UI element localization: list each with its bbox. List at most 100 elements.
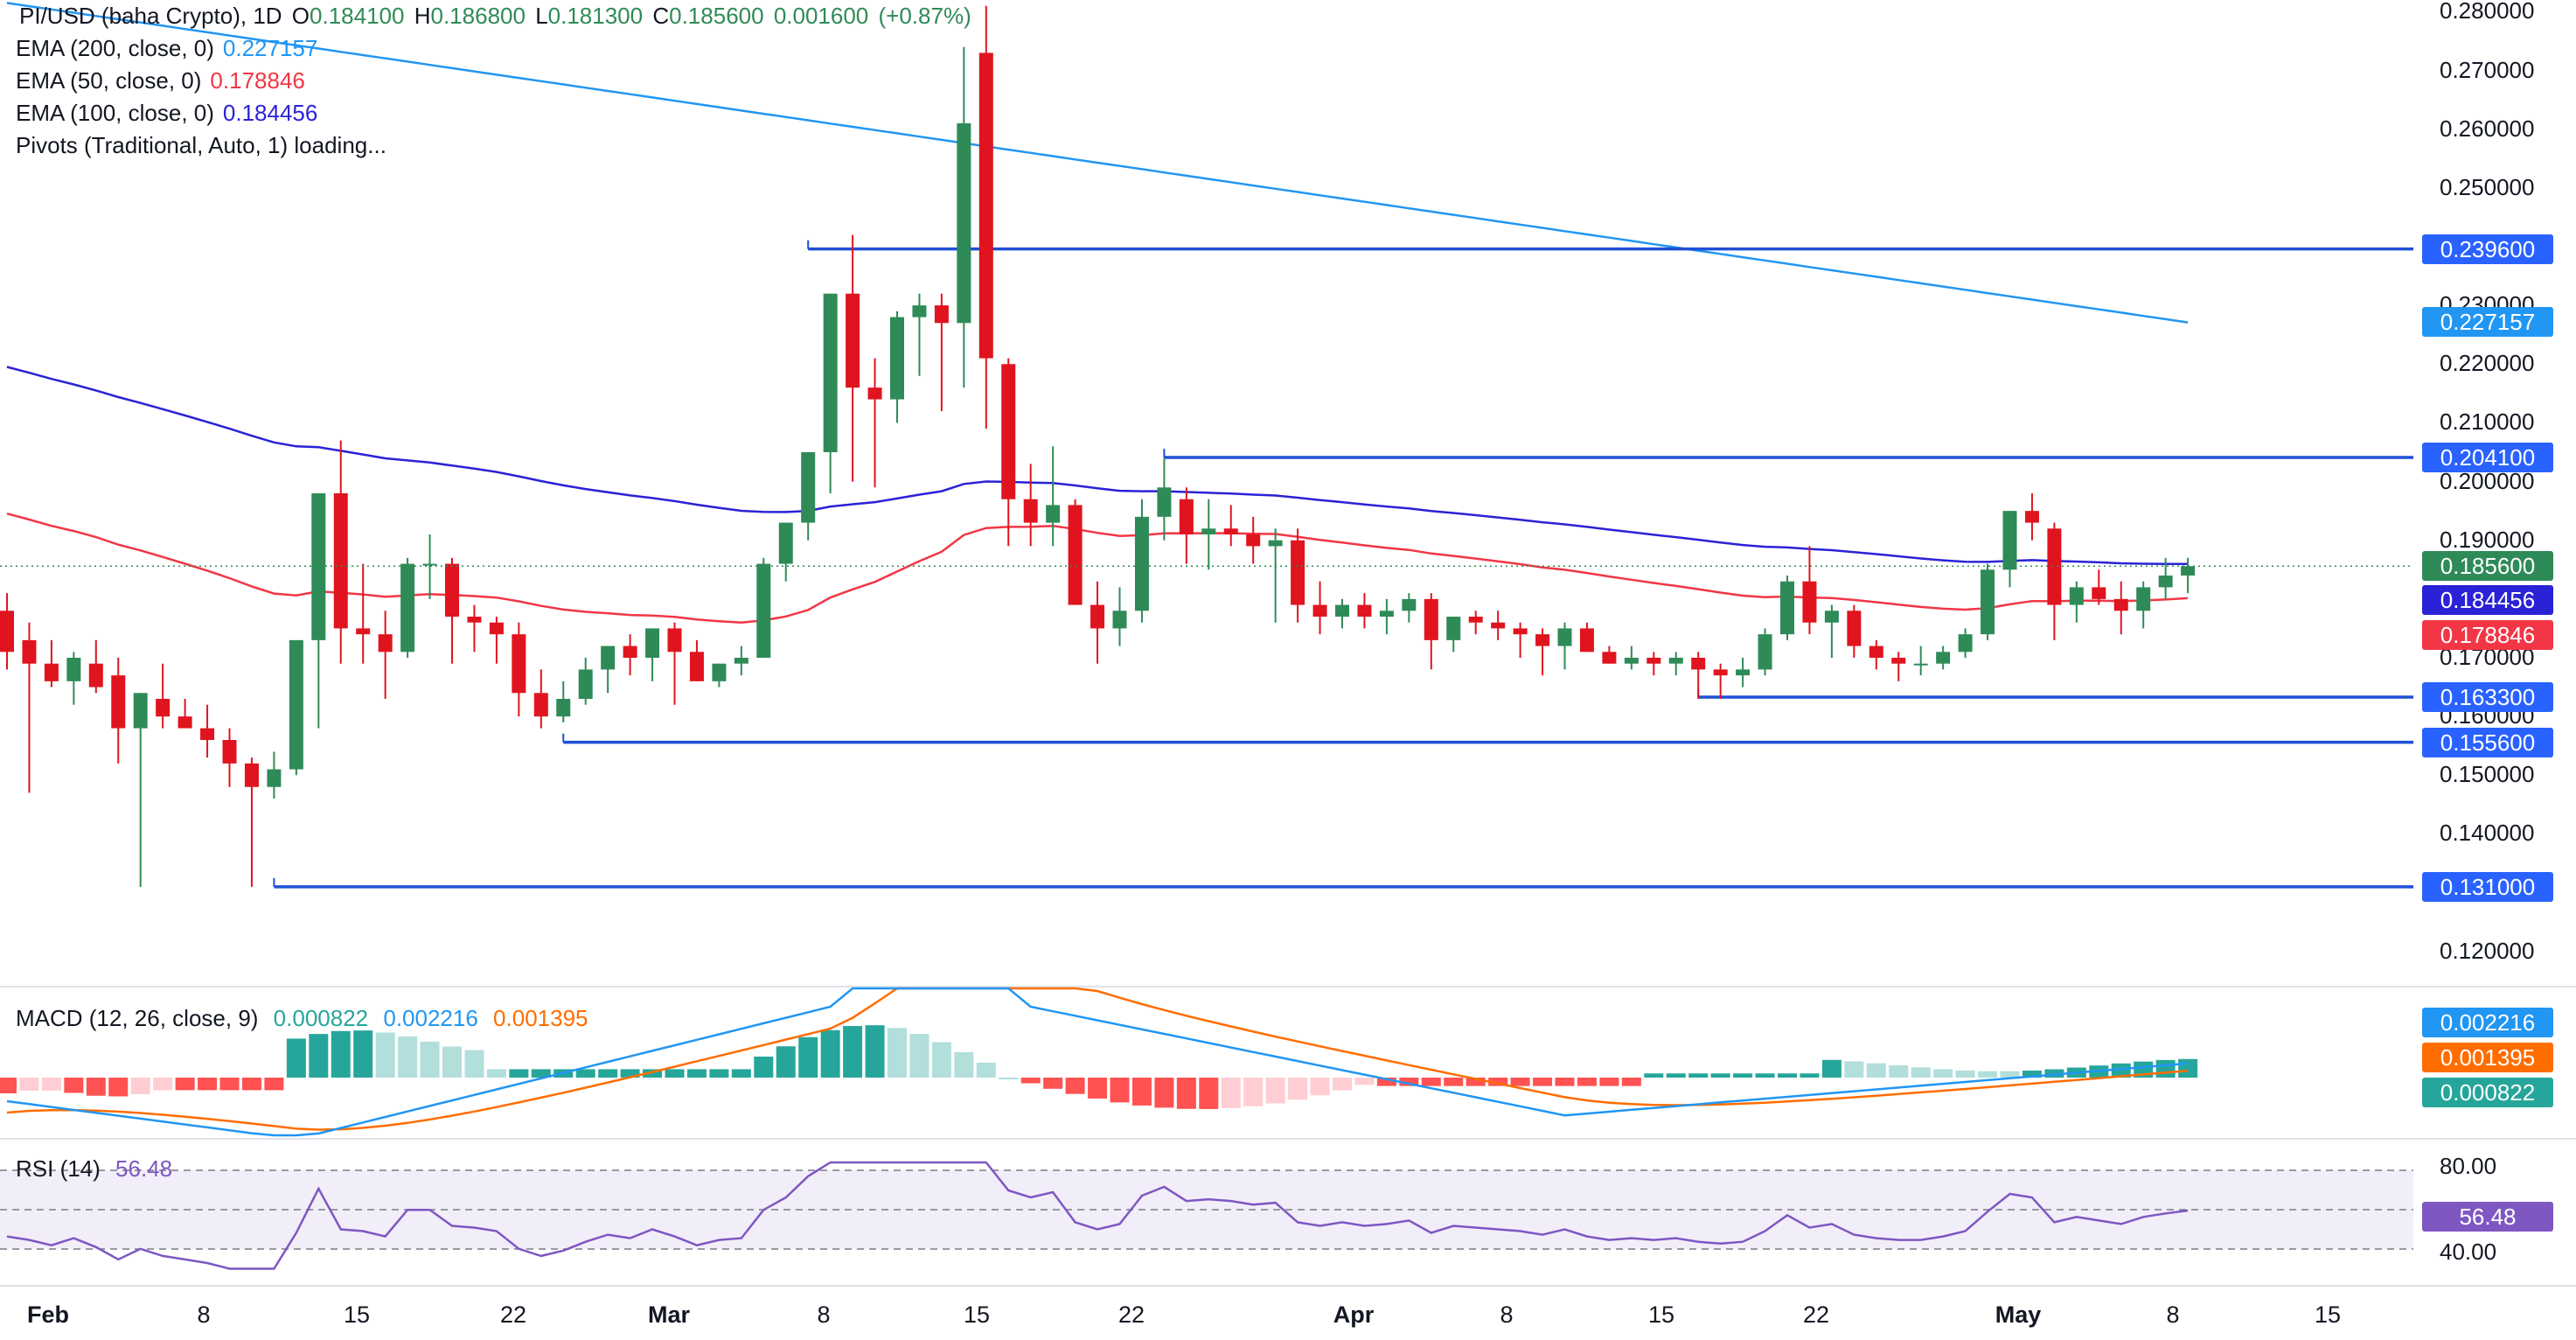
- candle-body: [1134, 516, 1149, 611]
- candle-body: [1424, 598, 1438, 640]
- macd-histogram-bar: [1154, 1078, 1174, 1108]
- candle-body: [22, 639, 37, 664]
- time-axis-label: Mar: [647, 1302, 691, 1328]
- macd-histogram-bar: [1778, 1073, 1797, 1078]
- macd-hist-value: 0.000822: [273, 1005, 369, 1031]
- macd-histogram-bar: [509, 1069, 529, 1078]
- price-axis-tick: 0.270000: [2440, 56, 2535, 83]
- price-axis-tick: 0.120000: [2440, 937, 2535, 964]
- pivots-legend[interactable]: Pivots (Traditional, Auto, 1) loading...: [16, 129, 386, 162]
- candle-body: [1001, 364, 1016, 499]
- candle-body: [2002, 511, 2017, 570]
- macd-histogram-bar: [1710, 1073, 1730, 1078]
- candle-body: [1201, 528, 1216, 534]
- candle-body: [1046, 505, 1061, 523]
- macd-legend[interactable]: MACD (12, 26, close, 9) 0.000822 0.00221…: [16, 1002, 588, 1035]
- candle-body: [1491, 622, 1506, 629]
- time-axis-label: Apr: [1333, 1302, 1375, 1328]
- candle-body: [1691, 658, 1706, 670]
- macd-histogram-bar: [2022, 1070, 2042, 1078]
- price-axis-tick: 0.260000: [2440, 115, 2535, 142]
- candle-body: [689, 652, 704, 681]
- time-axis-label: 15: [1647, 1302, 1675, 1328]
- candle-body: [200, 728, 215, 740]
- candle-body: [1291, 540, 1305, 605]
- ema100-legend[interactable]: EMA (100, close, 0) 0.184456: [16, 97, 317, 129]
- macd-histogram-bar: [1733, 1073, 1753, 1078]
- macd-histogram-bar: [843, 1026, 863, 1078]
- macd-histogram-bar: [2111, 1063, 2131, 1078]
- candle-body: [957, 123, 971, 324]
- candle-body: [512, 634, 526, 694]
- macd-histogram-bar: [1199, 1078, 1219, 1109]
- price-badge: 0.204100: [2422, 443, 2553, 473]
- candle-body: [289, 639, 303, 770]
- candle-body: [156, 699, 171, 717]
- candle-body: [2069, 587, 2084, 605]
- candle-body: [1268, 540, 1283, 547]
- macd-histogram-bar: [353, 1030, 373, 1078]
- candle-body: [445, 563, 459, 617]
- candle-body: [1913, 663, 1928, 666]
- macd-histogram-bar: [754, 1057, 774, 1078]
- macd-signal-line: [6, 987, 2189, 1131]
- macd-histogram-bar: [241, 1078, 261, 1091]
- ema200-label: EMA (200, close, 0): [16, 35, 214, 61]
- macd-histogram-bar: [888, 1028, 907, 1078]
- macd-histogram-bar: [999, 1078, 1019, 1079]
- macd-histogram-bar: [420, 1041, 440, 1078]
- candle-body: [1446, 617, 1461, 640]
- symbol-label[interactable]: PI/USD (baha Crypto), 1D: [19, 3, 282, 29]
- price-badge: 0.131000: [2422, 871, 2553, 902]
- time-axis-label: 8: [2166, 1302, 2180, 1328]
- macd-histogram-bar: [1333, 1078, 1352, 1091]
- macd-histogram-bar: [1265, 1078, 1285, 1104]
- rsi-legend[interactable]: RSI (14) 56.48: [16, 1153, 172, 1185]
- macd-histogram-bar: [1866, 1063, 1886, 1078]
- macd-histogram-bar: [976, 1062, 996, 1078]
- ema200-value: 0.227157: [222, 35, 318, 61]
- candle-body: [1379, 611, 1394, 617]
- macd-histogram-bar: [1065, 1078, 1085, 1094]
- macd-histogram-bar: [1844, 1061, 1864, 1078]
- macd-histogram-bar: [643, 1069, 663, 1078]
- candle-body: [1713, 669, 1728, 676]
- candle-body: [2092, 587, 2106, 599]
- macd-histogram-bar: [464, 1050, 484, 1078]
- macd-histogram-bar: [1088, 1078, 1108, 1099]
- macd-histogram-bar: [1376, 1078, 1396, 1086]
- ema200-legend[interactable]: EMA (200, close, 0) 0.227157: [16, 32, 317, 65]
- time-axis-label: 8: [197, 1302, 211, 1328]
- candle-body: [489, 622, 504, 635]
- macd-histogram-bar: [2000, 1071, 2020, 1078]
- price-badge: 0.163300: [2422, 681, 2553, 712]
- macd-histogram-bar: [954, 1051, 974, 1078]
- close-value: 0.185600: [669, 3, 764, 29]
- candle-body: [778, 522, 793, 564]
- candle-body: [1602, 652, 1617, 664]
- rsi-label: RSI (14): [16, 1155, 101, 1182]
- ema50-legend[interactable]: EMA (50, close, 0) 0.178846: [16, 65, 305, 97]
- macd-line-value: 0.002216: [383, 1005, 478, 1031]
- macd-histogram-bar: [598, 1069, 618, 1078]
- macd-histogram-bar: [1131, 1078, 1152, 1106]
- macd-histogram-bar: [264, 1078, 284, 1091]
- macd-histogram-bar: [375, 1032, 395, 1078]
- candle-body: [222, 740, 237, 764]
- candle-body: [601, 646, 616, 670]
- macd-histogram-bar: [531, 1069, 551, 1078]
- candle-body: [422, 563, 437, 566]
- rsi-legend-value: 56.48: [115, 1155, 173, 1182]
- candle-body: [1223, 528, 1238, 534]
- macd-histogram-bar: [1555, 1078, 1575, 1086]
- candle-body: [1023, 499, 1038, 523]
- macd-histogram-bar: [909, 1033, 929, 1078]
- macd-badge: 0.002216: [2422, 1008, 2553, 1037]
- candle-body: [467, 617, 482, 623]
- macd-histogram-bar: [931, 1042, 951, 1078]
- macd-histogram-bar: [1444, 1078, 1464, 1086]
- candle-body: [823, 293, 838, 452]
- macd-histogram-bar: [1644, 1073, 1664, 1078]
- candle-body: [623, 646, 637, 658]
